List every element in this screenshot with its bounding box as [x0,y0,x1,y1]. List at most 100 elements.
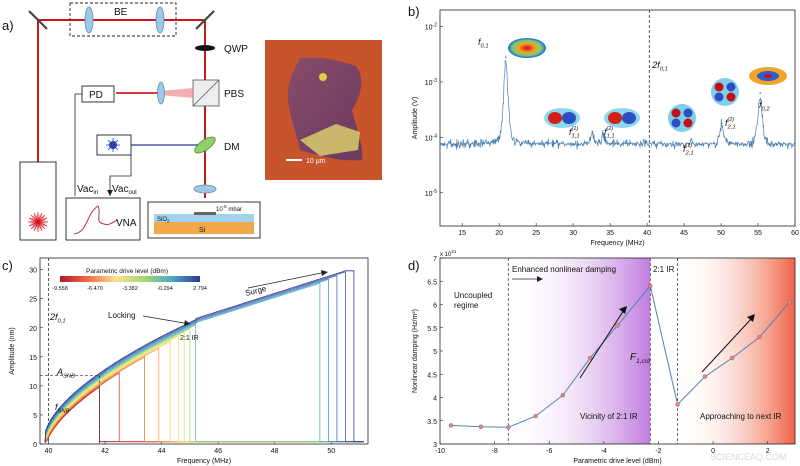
x-tick-label: 25 [532,230,540,237]
ir-label: 2:1 IR [180,335,199,342]
sweep-series-line [44,340,364,443]
x-tick-label: 46 [214,448,222,455]
trend-arrow-right [701,317,753,373]
panel-d-nonlinear-damping: d) -10 -8 -6 -4 -2 0 2 3 3.5 4 4.5 5 5.5 6 6.5 7 Paramet… [408,249,796,465]
sweep-series-line [44,331,364,443]
damping-point [478,424,484,429]
watermark: SCIENCEAQ.COM [710,452,787,462]
panel-b-spectrum: b) 15 20 25 30 35 40 45 50 55 60 10-5 10-4 10-3 10-2 F… [408,4,799,247]
peak-marker [720,122,723,125]
damping-point [648,283,653,289]
lens-icon [157,81,165,105]
dashed-line-label: 2f0,1 [651,60,668,73]
x-tick-label: 45 [680,230,688,237]
y-tick-label: 25 [29,297,37,304]
si-label: Si [199,227,206,234]
mode-lobe [714,92,724,102]
mode-lobe [548,112,562,124]
vac-out-label: Vacout [112,184,137,196]
x-tick-label: -10 [435,448,445,455]
damping-point [787,299,792,305]
shaded-enhanced-region [508,258,651,444]
plot-frame [39,257,369,445]
mode-lobe [671,118,681,128]
vicinity-label: Vicinity of 2:1 IR [580,412,638,421]
dm-label: DM [224,142,240,153]
particle-dot [319,73,327,81]
y-tick-label: 20 [29,326,37,333]
mode-lobe [683,108,693,118]
red-laser-icon [28,212,48,232]
sweep-series-line [44,347,364,443]
locking-arrow [142,315,191,325]
vna-label: VNA [116,218,137,229]
beam-expander-box [69,2,177,37]
sio2-layer [154,214,254,222]
mode-surface [508,38,546,58]
y-axis-title: Nonlinear damping (Hz/m²) [412,309,419,393]
peak-label: f2,1(2) [725,117,736,131]
scale-bar-label: 10 µm [306,158,326,165]
sweep-series-line [44,356,364,443]
sweep-series-line [45,386,364,443]
y-tick-label: 5.5 [427,326,437,333]
colorbar-tick-label: -6.470 [87,286,103,292]
colorbar [60,276,200,282]
peak-label: f1,1(2) [604,126,615,140]
vna-box [65,197,141,241]
mode-shape-icon [749,67,787,85]
x-tick-label: 20 [495,230,503,237]
y-tick-label: 7 [433,256,437,263]
x-tick-label: 50 [717,230,725,237]
optical-micrograph: 10 µm [265,40,382,180]
be-label: BE [114,7,128,18]
pd-label: PD [89,90,103,101]
damping-point [702,374,708,379]
damping-point [448,423,454,428]
peak-label: f2,1(1) [683,143,694,157]
dichroic-mirror-icon [194,136,216,154]
asnb-label: ASNB [56,367,75,380]
si-layer [154,222,254,234]
y-tick-label: 3.5 [427,419,437,426]
damping-point [757,334,762,340]
peak-label: f0,2 [759,100,770,113]
x-tick-label: 35 [606,230,614,237]
y-tick-label: 15 [29,355,37,362]
x-tick-label: 0 [711,448,715,455]
two-f-label: 2f0,1 [49,312,66,325]
regime-label: regime [454,301,479,310]
y-tick-label: 6 [433,303,437,310]
mode-shape-icon [508,38,546,58]
damping-point [675,402,680,407]
y-axis-title: Amplitude (V) [412,97,419,139]
fcrit-label: F1,crit [630,352,651,365]
damping-point [560,392,566,398]
surge-arrow [247,271,327,289]
damping-point [587,355,593,361]
mode-lobe [622,112,636,124]
sweep-series-line [44,335,364,443]
y-exponent-label: x 1021 [440,249,457,258]
plot-frame [439,9,796,227]
mode-lobe [714,82,724,92]
damping-point [533,413,538,419]
approach-label: Approaching to next IR [700,412,782,421]
pbs-label: PBS [224,89,244,100]
x-tick-label: 55 [754,230,762,237]
x-tick-label: 44 [158,448,166,455]
x-tick-label: -8 [491,448,497,455]
panel-c-label: c) [2,258,13,273]
y-tick-label: 4.5 [427,372,437,379]
mirror-left [28,10,48,30]
x-tick-label: -6 [546,448,552,455]
ir-label: 2:1 IR [653,265,675,274]
vac-in-label: Vacin [77,184,98,196]
damping-point [615,323,620,328]
mode-lobe [726,92,736,102]
mirror-right [195,10,215,30]
arrow-head [537,276,543,282]
mode-shape-icon [668,104,696,132]
y-tick-label: 3 [433,442,437,449]
sweep-series-line [44,328,364,443]
